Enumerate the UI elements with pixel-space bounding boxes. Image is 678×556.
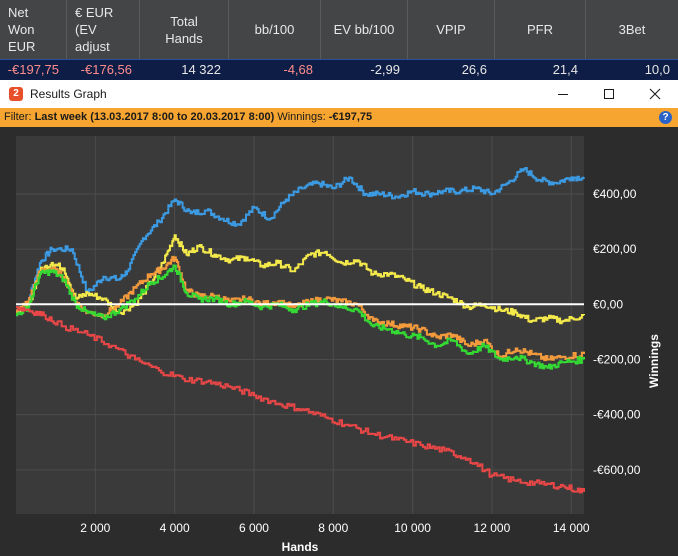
value-bb100: -4,68 xyxy=(283,62,313,77)
results-graph-window: 2 Results Graph Filter: Last week (13.03… xyxy=(0,80,678,556)
filter-label: Filter: xyxy=(4,111,32,123)
col-header-net-won[interactable]: Net Won EUR xyxy=(0,0,67,59)
x-axis-ticks: 2 000 4 000 6 000 8 000 10 000 12 000 14 000 xyxy=(80,521,590,535)
value-ev-bb100: -2,99 xyxy=(370,62,400,77)
series-line-3 xyxy=(16,255,585,362)
filter-value: Last week (13.03.2017 8:00 to 20.03.2017… xyxy=(34,111,275,123)
stats-grid: Net Won EUR € EUR (EV adjust Total Hands… xyxy=(0,0,678,80)
x-tick-label: 6 000 xyxy=(239,521,269,535)
col-header-bb100[interactable]: bb/100 xyxy=(229,0,321,59)
series-line-1 xyxy=(16,167,585,317)
value-vpip: 26,6 xyxy=(461,62,487,77)
col-header-ev-adjusted[interactable]: € EUR (EV adjust xyxy=(67,0,140,59)
winnings-label: Winnings: xyxy=(277,111,326,123)
chart-series xyxy=(16,167,585,494)
plot-area xyxy=(16,136,584,514)
x-tick-label: 14 000 xyxy=(553,521,590,535)
maximize-button[interactable] xyxy=(586,80,632,108)
maximize-icon xyxy=(604,89,614,99)
minimize-button[interactable] xyxy=(540,80,586,108)
y-tick-label: -€400,00 xyxy=(593,408,641,422)
y-tick-label: €400,00 xyxy=(593,187,637,201)
help-icon[interactable]: ? xyxy=(659,111,672,124)
y-tick-label: €0,00 xyxy=(593,297,623,311)
results-chart: €400,00 €200,00 €0,00 -€200,00 -€400,00 -€600… xyxy=(16,136,661,554)
col-header-total-hands[interactable]: Total Hands xyxy=(140,0,229,59)
x-tick-label: 8 000 xyxy=(318,521,348,535)
value-3bet: 10,0 xyxy=(644,62,670,77)
filter-bar[interactable]: Filter: Last week (13.03.2017 8:00 to 20… xyxy=(0,108,678,127)
value-net-won: -€197,75 xyxy=(7,62,59,77)
winnings-value: -€197,75 xyxy=(328,111,373,123)
window-title: Results Graph xyxy=(30,87,107,101)
close-button[interactable] xyxy=(632,80,678,108)
series-line-5 xyxy=(16,306,585,494)
x-axis-label: Hands xyxy=(282,540,319,554)
value-ev-adjusted: -€176,56 xyxy=(80,62,132,77)
y-tick-label: -€200,00 xyxy=(593,352,641,366)
col-header-3bet[interactable]: 3Bet xyxy=(618,22,646,37)
value-total-hands: 14 322 xyxy=(181,62,221,77)
y-tick-label: -€600,00 xyxy=(593,463,641,477)
x-tick-label: 10 000 xyxy=(394,521,431,535)
minimize-icon xyxy=(558,94,568,95)
stats-values-row[interactable]: -€197,75 -€176,56 14 322 -4,68 -2,99 26,… xyxy=(0,59,678,80)
app-logo-icon: 2 xyxy=(9,87,23,101)
col-header-pfr[interactable]: PFR xyxy=(495,0,586,59)
stats-header-row: Net Won EUR € EUR (EV adjust Total Hands… xyxy=(0,0,678,59)
x-tick-label: 12 000 xyxy=(474,521,511,535)
col-header-ev-bb100[interactable]: EV bb/100 xyxy=(321,0,408,59)
value-pfr: 21,4 xyxy=(552,62,578,77)
col-header-vpip[interactable]: VPIP xyxy=(408,0,495,59)
close-icon xyxy=(649,88,661,100)
x-tick-label: 2 000 xyxy=(80,521,110,535)
y-axis-label: Winnings xyxy=(647,334,661,388)
series-line-2 xyxy=(16,234,585,325)
x-tick-label: 4 000 xyxy=(160,521,190,535)
title-bar[interactable]: 2 Results Graph xyxy=(0,80,678,108)
y-axis-ticks: €400,00 €200,00 €0,00 -€200,00 -€400,00 -€600… xyxy=(593,187,641,477)
y-tick-label: €200,00 xyxy=(593,242,637,256)
